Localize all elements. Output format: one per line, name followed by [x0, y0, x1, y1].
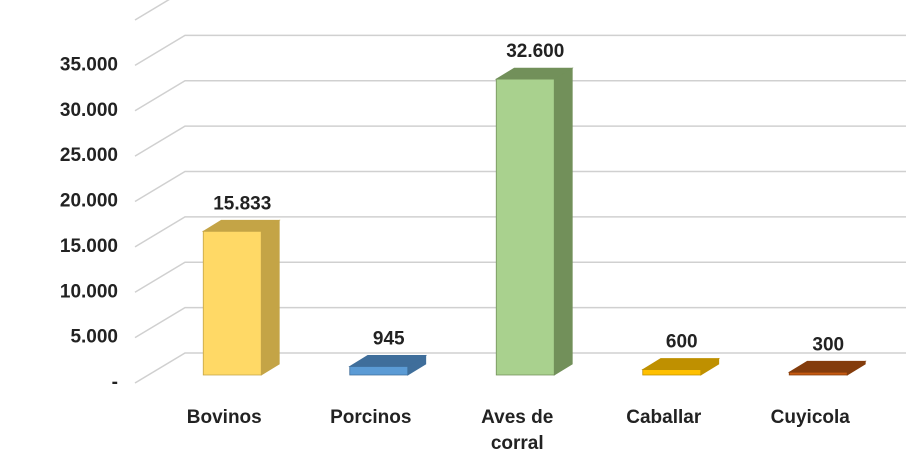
bar-front: [642, 369, 702, 376]
bar: [641, 357, 721, 376]
data-label: 300: [812, 334, 844, 355]
bar: [494, 67, 574, 376]
y-tick-label: 30.000: [60, 100, 118, 121]
y-tick-label: 5.000: [70, 327, 118, 348]
grid-line: [134, 306, 906, 339]
x-tick-label: Aves de corral: [481, 407, 554, 454]
bar-front: [788, 371, 848, 376]
bar-front: [202, 230, 262, 376]
grid-line: [134, 34, 906, 67]
y-tick-label: 35.000: [60, 54, 118, 75]
frame-line: [134, 0, 170, 21]
data-label: 945: [373, 328, 405, 349]
bar-side: [260, 219, 280, 376]
x-tick-label: Caballar: [626, 407, 702, 428]
grid-line: [134, 216, 906, 248]
x-tick-label: Cuyicola: [770, 407, 850, 428]
x-tick-label: Porcinos: [330, 407, 412, 428]
data-label: 15.833: [213, 193, 271, 214]
grid-line: [134, 261, 906, 293]
bar: [787, 360, 867, 376]
bar: [201, 219, 281, 376]
grid-line: [134, 170, 906, 203]
y-tick-label: 25.000: [60, 145, 118, 166]
bar: [348, 354, 428, 376]
bar-front: [349, 366, 409, 376]
y-tick-label: 15.000: [60, 236, 118, 257]
data-label: 600: [666, 332, 698, 353]
grid-line: [134, 125, 906, 157]
data-label: 32.600: [506, 41, 564, 62]
y-tick-label: -: [112, 372, 118, 393]
grid-line: [134, 352, 906, 384]
grid-line: [134, 80, 906, 112]
bar-front: [495, 78, 555, 376]
x-tick-label: Bovinos: [186, 407, 262, 428]
y-tick-label: 20.000: [60, 191, 118, 212]
y-tick-label: 10.000: [60, 281, 118, 302]
bar-side: [553, 67, 573, 376]
